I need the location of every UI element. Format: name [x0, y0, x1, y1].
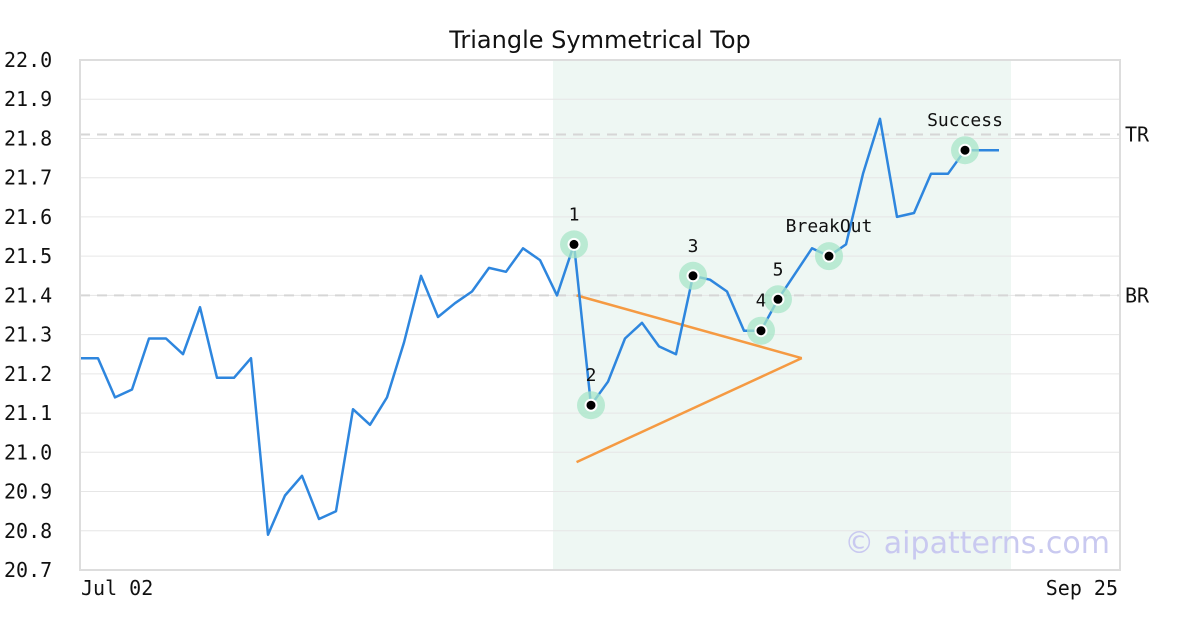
y-tick-label: 21.6: [4, 205, 52, 229]
price-line: [81, 117, 999, 536]
y-tick-label: 22.0: [4, 48, 52, 72]
point-marker-success: [958, 143, 972, 157]
point-marker-3: [686, 269, 700, 283]
y-tick-label: 20.9: [4, 480, 52, 504]
point-label-3: 3: [688, 236, 699, 257]
y-tick-label: 21.9: [4, 87, 52, 111]
point-marker-breakout: [822, 249, 836, 263]
highlight-region: [553, 60, 1011, 570]
plot-frame: [79, 59, 1121, 571]
y-tick-label: 20.7: [4, 558, 52, 582]
y-tick-label: 21.3: [4, 323, 52, 347]
y-tick-label: 21.7: [4, 166, 52, 190]
point-marker-1: [567, 237, 581, 251]
pattern-points: 1 2 3 45 BreakOut Success: [560, 110, 1003, 420]
y-tick-label: 21.1: [4, 401, 52, 425]
point-label-2: 2: [586, 365, 597, 386]
triangle-upper-line: [576, 294, 803, 360]
watermark: © aipatterns.com: [844, 526, 1110, 561]
point-marker-5: [771, 292, 785, 306]
point-marker-2: [584, 398, 598, 412]
y-tick-label: 21.2: [4, 362, 52, 386]
price-series: [81, 117, 999, 536]
highlight-layer: [553, 60, 1011, 570]
point-marker-4: [754, 324, 768, 338]
reference-label-br: BR: [1125, 283, 1150, 307]
point-label-success: Success: [927, 110, 1003, 131]
point-label-breakout: BreakOut: [786, 216, 873, 237]
x-tick-label-start: Jul 02: [81, 576, 153, 600]
chart-title: Triangle Symmetrical Top: [448, 26, 751, 54]
point-label-1: 1: [569, 204, 580, 225]
reference-label-tr: TR: [1125, 123, 1150, 147]
y-tick-label: 21.0: [4, 440, 52, 464]
reference-lines: TR BR: [80, 123, 1150, 307]
triangle-pattern: [576, 294, 803, 464]
triangle-lower-line: [576, 357, 803, 464]
y-tick-label: 21.5: [4, 244, 52, 268]
axis-labels: 22.0 21.9 21.8 21.7 21.6 21.5 21.4 21.3 21.2 21.1…: [4, 48, 52, 582]
point-label-4: 4: [756, 291, 767, 312]
x-tick-label-end: Sep 25: [1046, 576, 1118, 600]
point-label-5: 5: [773, 259, 784, 280]
y-tick-label: 21.8: [4, 126, 52, 150]
y-tick-label: 21.4: [4, 283, 52, 307]
y-tick-label: 20.8: [4, 519, 52, 543]
